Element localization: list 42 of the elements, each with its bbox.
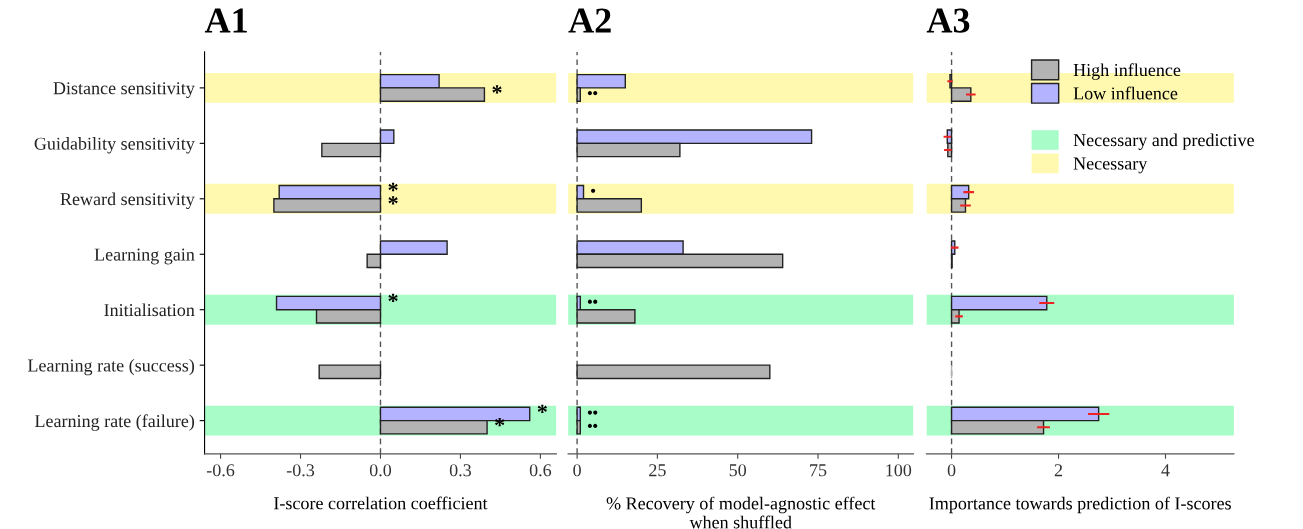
- x-axis-title: I-score correlation coefficient: [274, 496, 488, 510]
- y-tick-label: Learning gain: [94, 248, 195, 265]
- y-tick-label: Learning rate (failure): [34, 414, 195, 431]
- y-tick-label: Learning rate (success): [27, 358, 195, 376]
- x-tick-label: 0.6: [529, 464, 552, 477]
- y-tick-label: Guidability sensitivity: [34, 137, 195, 154]
- x-tick-label: 25: [649, 464, 666, 477]
- x-tick-label: -0.6: [206, 464, 235, 477]
- annotation: *: [492, 85, 502, 94]
- annotation: ••: [587, 410, 598, 415]
- bar: [318, 364, 382, 380]
- annotation: ••: [587, 423, 598, 428]
- x-axis-title: % Recovery of model-agnostic effect when shuffled: [606, 496, 876, 529]
- x-tick-label: 4: [1161, 464, 1170, 477]
- x-tick-label: 0.0: [369, 464, 392, 477]
- x-tick-label: 0.3: [449, 464, 472, 477]
- chart-title: A2: [568, 8, 611, 33]
- legend-label: Necessary: [1073, 157, 1148, 174]
- y-tick-label: Reward sensitivity: [60, 192, 195, 209]
- chart-title: A1: [204, 8, 247, 33]
- x-tick-label: 100: [886, 464, 912, 477]
- x-tick-label: -0.3: [286, 464, 315, 477]
- annotation: ••: [587, 91, 598, 96]
- x-axis-title: Importance towards prediction of I-scores: [929, 496, 1231, 514]
- annotation: •: [591, 188, 596, 193]
- x-tick-label: 0: [573, 464, 581, 477]
- x-tick-label: 0: [947, 464, 956, 477]
- x-tick-label: 50: [729, 464, 747, 477]
- chart-title: A3: [926, 8, 970, 33]
- legend-label: Necessary and predictive: [1073, 133, 1254, 150]
- bar: [576, 364, 771, 380]
- legend-label: Low influence: [1073, 86, 1178, 100]
- x-tick-label: 2: [1054, 464, 1063, 477]
- annotation: *: [537, 404, 547, 414]
- annotation: *: [388, 293, 398, 303]
- annotation: *: [388, 182, 398, 192]
- x-tick-label: 75: [810, 464, 827, 477]
- y-tick-label: Distance sensitivity: [53, 82, 195, 99]
- annotation: ••: [587, 299, 598, 304]
- legend-label: High influence: [1073, 63, 1181, 80]
- y-tick-label: Initialisation: [104, 303, 195, 317]
- annotation: *: [388, 196, 398, 205]
